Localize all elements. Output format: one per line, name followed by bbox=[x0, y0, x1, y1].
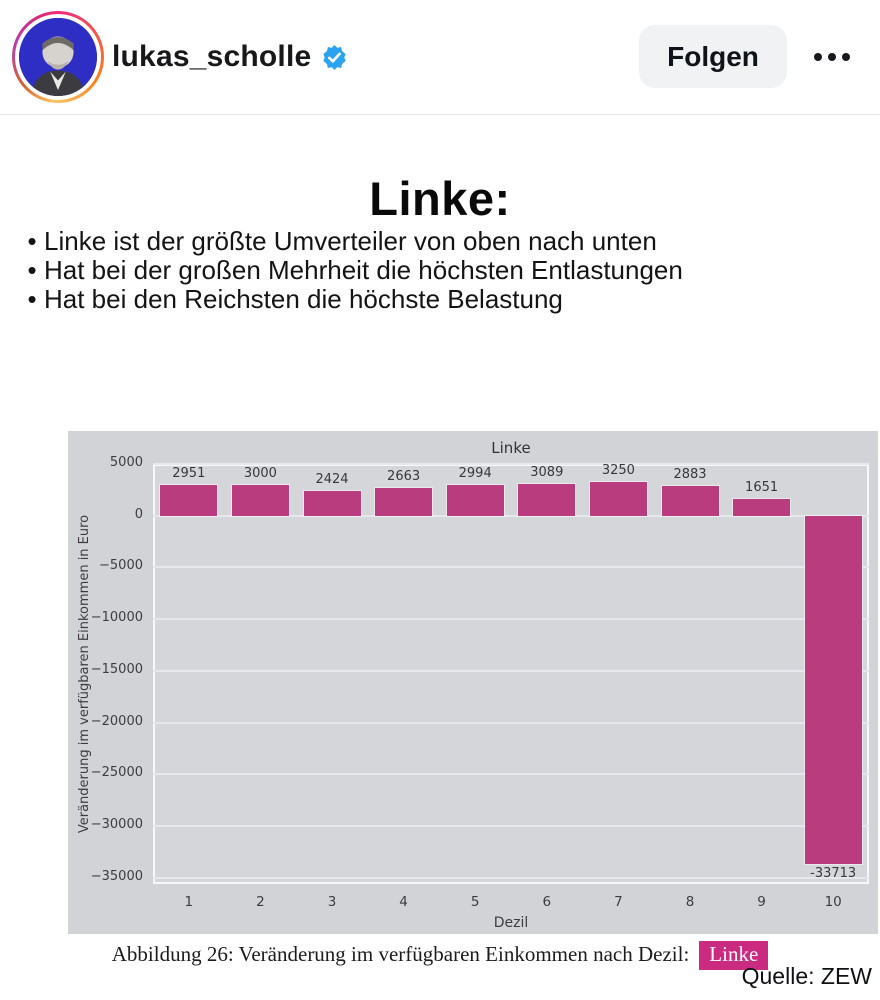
y-tick-label: −35000 bbox=[90, 868, 143, 884]
gridline bbox=[153, 669, 869, 672]
bullet-text: Hat bei der großen Mehrheit die höchsten… bbox=[44, 255, 683, 285]
bar-value-label: 2424 bbox=[315, 471, 349, 487]
page-title: Linke: bbox=[369, 172, 511, 226]
follow-button[interactable]: Folgen bbox=[639, 25, 787, 88]
plot-area bbox=[153, 464, 869, 884]
avatar-story-ring[interactable] bbox=[12, 11, 104, 103]
x-tick-label: 8 bbox=[685, 894, 695, 910]
y-tick-label: 0 bbox=[134, 506, 143, 522]
gridline bbox=[153, 773, 869, 776]
bar-decile-2 bbox=[231, 484, 289, 516]
chart-title: Linke bbox=[491, 439, 531, 457]
bar-value-label: 2883 bbox=[673, 466, 707, 482]
bar-chart: Linke Veränderung im verfügbaren Einkomm… bbox=[68, 431, 878, 934]
bar-decile-9 bbox=[733, 498, 791, 516]
list-item: • Hat bei der großen Mehrheit die höchst… bbox=[20, 256, 860, 285]
gridline bbox=[153, 876, 869, 879]
profile-photo-icon bbox=[19, 18, 97, 96]
post-header: lukas_scholle Folgen bbox=[0, 0, 880, 115]
gridline bbox=[153, 514, 869, 517]
y-tick-label: −25000 bbox=[90, 765, 143, 781]
gridline bbox=[153, 618, 869, 621]
list-item: • Hat bei den Reichsten die höchste Bela… bbox=[20, 285, 860, 314]
bar-decile-8 bbox=[661, 485, 719, 516]
bar-decile-4 bbox=[375, 488, 433, 516]
x-tick-label: 6 bbox=[542, 894, 552, 910]
y-tick-label: −15000 bbox=[90, 661, 143, 677]
gridline bbox=[153, 721, 869, 724]
figure-caption: Abbildung 26: Veränderung im verfügbaren… bbox=[0, 941, 880, 970]
x-tick-label: 2 bbox=[256, 894, 265, 910]
bar-value-label: -33713 bbox=[810, 866, 857, 882]
x-tick-label: 5 bbox=[470, 894, 480, 910]
x-tick-label: 1 bbox=[184, 894, 194, 910]
bullet-icon: • bbox=[27, 255, 37, 285]
bar-decile-3 bbox=[303, 490, 361, 516]
x-axis-label: Dezil bbox=[493, 915, 529, 931]
bar-value-label: 1651 bbox=[745, 479, 779, 495]
more-options-icon[interactable] bbox=[814, 50, 850, 64]
x-tick-label: 10 bbox=[824, 894, 842, 910]
bar-value-label: 2994 bbox=[458, 465, 492, 481]
bar-decile-6 bbox=[518, 483, 576, 516]
caption-text: Abbildung 26: Veränderung im verfügbaren… bbox=[111, 942, 690, 966]
y-tick-label: −30000 bbox=[90, 817, 143, 833]
username-row: lukas_scholle bbox=[112, 0, 348, 114]
bar-decile-7 bbox=[589, 482, 647, 516]
bullet-icon: • bbox=[27, 226, 37, 256]
caption-party-badge: Linke bbox=[699, 941, 769, 970]
bullet-text: Hat bei den Reichsten die höchste Belast… bbox=[44, 284, 563, 314]
gridline bbox=[153, 825, 869, 828]
list-item: • Linke ist der größte Umverteiler von o… bbox=[20, 227, 860, 256]
source-credit: Quelle: ZEW bbox=[741, 963, 872, 989]
x-tick-label: 9 bbox=[757, 894, 766, 910]
bar-value-label: 3089 bbox=[530, 464, 564, 480]
x-tick-label: 4 bbox=[399, 894, 408, 910]
x-tick-label: 7 bbox=[614, 894, 623, 910]
gridline bbox=[153, 463, 869, 465]
bar-decile-10 bbox=[804, 515, 862, 865]
bar-value-label: 2663 bbox=[387, 469, 421, 485]
bar-decile-5 bbox=[446, 484, 504, 516]
dot bbox=[842, 53, 850, 61]
bullet-list: • Linke ist der größte Umverteiler von o… bbox=[20, 227, 860, 314]
bar-value-label: 2951 bbox=[172, 466, 206, 482]
dot bbox=[814, 53, 822, 61]
bar-value-label: 3250 bbox=[601, 463, 635, 479]
y-tick-label: −5000 bbox=[99, 558, 143, 574]
y-tick-label: 5000 bbox=[109, 455, 143, 470]
verified-badge-icon bbox=[323, 44, 347, 70]
y-tick-label: −10000 bbox=[90, 610, 143, 626]
dot bbox=[828, 53, 836, 61]
bar-decile-1 bbox=[160, 485, 218, 516]
bullet-icon: • bbox=[27, 284, 37, 314]
gridline bbox=[153, 566, 869, 569]
bar-value-label: 3000 bbox=[243, 465, 277, 481]
bullet-text: Linke ist der größte Umverteiler von obe… bbox=[44, 226, 657, 256]
x-tick-label: 3 bbox=[327, 894, 337, 910]
avatar[interactable] bbox=[15, 14, 101, 100]
username[interactable]: lukas_scholle bbox=[112, 40, 312, 73]
y-tick-label: −20000 bbox=[90, 713, 143, 729]
